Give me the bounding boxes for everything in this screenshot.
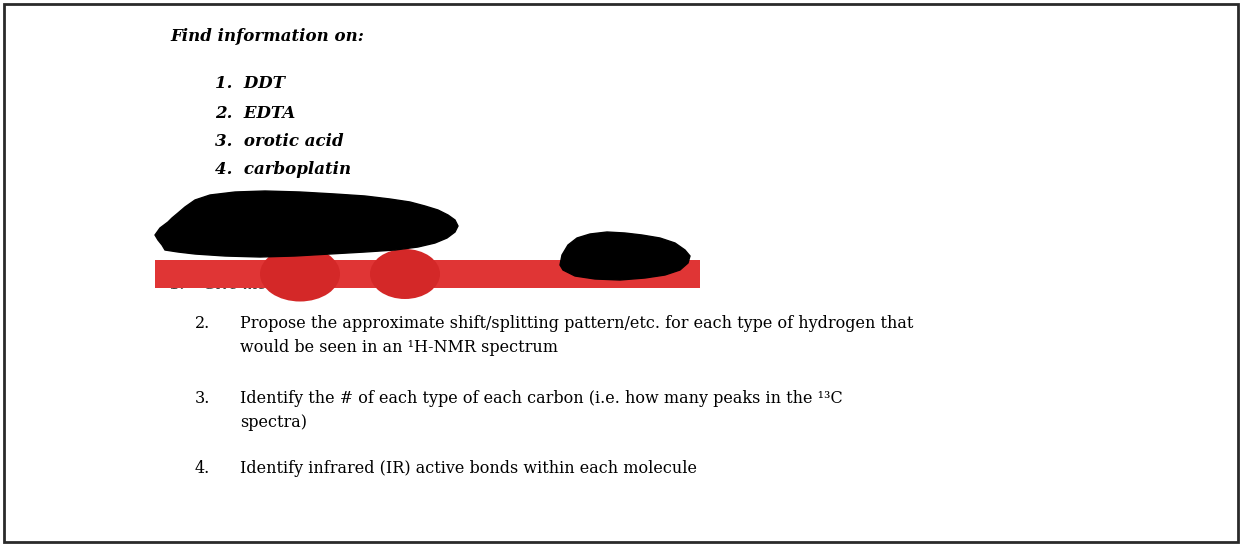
Text: 2.  EDTA: 2. EDTA: [215, 105, 296, 122]
Text: Find information on:: Find information on:: [170, 28, 364, 45]
Text: Identify infrared (IR) active bonds within each molecule: Identify infrared (IR) active bonds with…: [240, 460, 697, 477]
Text: 4.  carboplatin: 4. carboplatin: [215, 161, 351, 178]
Ellipse shape: [370, 249, 440, 299]
Polygon shape: [155, 191, 458, 257]
Text: Propose the approximate shift/splitting pattern/etc. for each type of hydrogen t: Propose the approximate shift/splitting …: [240, 315, 913, 356]
Text: 1.    Give me: 1. Give me: [170, 278, 267, 292]
Text: 2.: 2.: [195, 315, 210, 332]
Ellipse shape: [260, 246, 340, 301]
Text: 1.  DDT: 1. DDT: [215, 75, 284, 92]
Polygon shape: [560, 232, 691, 280]
Text: Identify the # of each type of each carbon (i.e. how many peaks in the ¹³C
spect: Identify the # of each type of each carb…: [240, 390, 843, 431]
Text: 4.: 4.: [195, 460, 210, 477]
Text: 3.: 3.: [195, 390, 210, 407]
Text: 3.  orotic acid: 3. orotic acid: [215, 133, 344, 150]
Bar: [155, 260, 700, 288]
